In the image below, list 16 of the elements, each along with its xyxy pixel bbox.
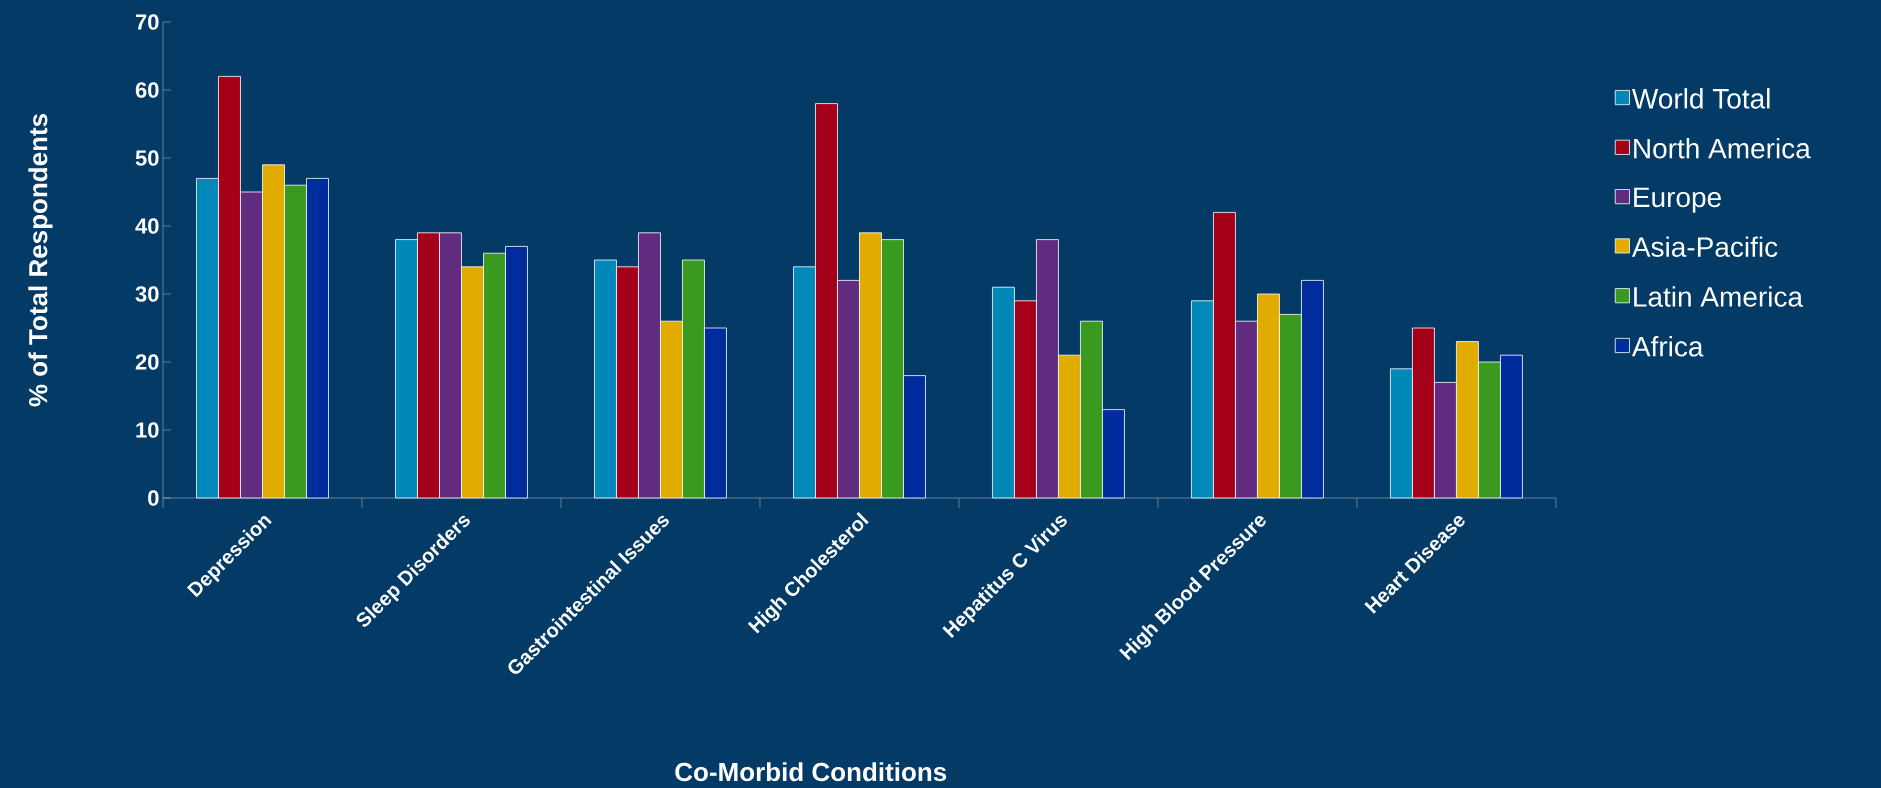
- y-tick-label: 10: [136, 422, 159, 438]
- legend-label: Europe: [1634, 187, 1721, 213]
- legend-label: Latin America: [1634, 286, 1804, 307]
- y-tick-label: 50: [135, 150, 159, 166]
- y-tick-label: 20: [135, 354, 159, 370]
- legend-label: Africa: [1631, 336, 1704, 357]
- legend-label: Asia-Pacific: [1631, 236, 1778, 257]
- y-tick-label: 70: [135, 14, 159, 30]
- y-tick-label: 0: [148, 490, 159, 506]
- y-axis-title: % of Total Respondents: [28, 113, 53, 407]
- legend-label: World Total: [1632, 88, 1770, 109]
- x-axis-title: Co-Morbid Conditions: [675, 762, 947, 782]
- y-tick-label: 40: [135, 218, 159, 234]
- y-tick-label: 60: [135, 82, 159, 98]
- legend-label: North America: [1634, 137, 1811, 159]
- y-tick-label: 30: [135, 286, 159, 302]
